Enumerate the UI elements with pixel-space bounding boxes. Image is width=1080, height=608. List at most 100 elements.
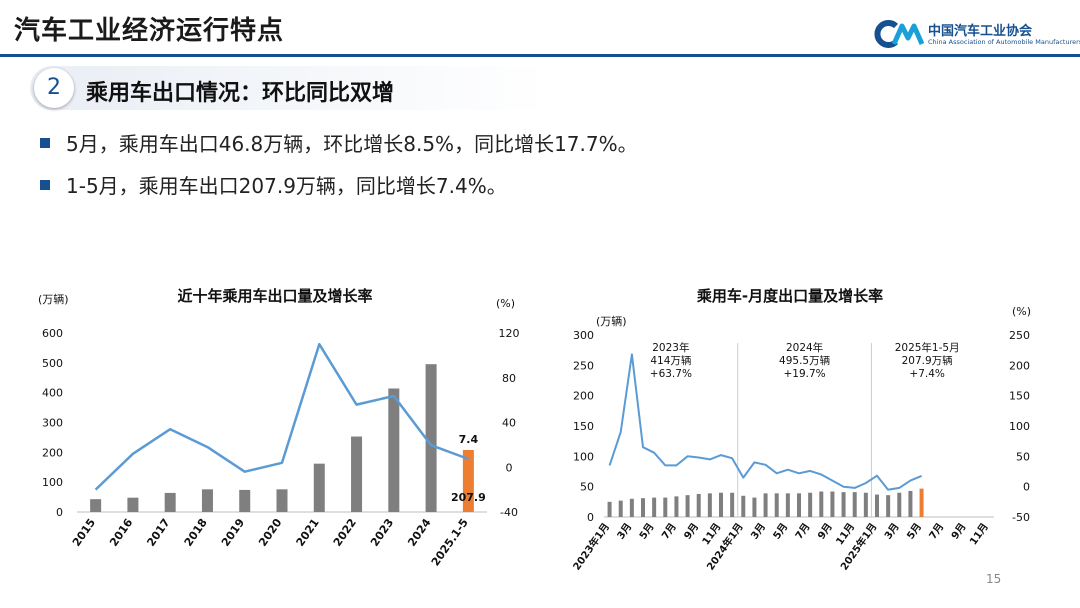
bar [908, 490, 913, 517]
bar [618, 500, 623, 517]
y-tick-label: 0 [587, 511, 594, 524]
y2-axis-label: (%) [496, 297, 515, 310]
bar [875, 494, 879, 517]
x-tick-label: 2022 [331, 516, 359, 549]
bar [785, 493, 790, 517]
caam-logo: 中国汽车工业协会 China Association of Automobile… [874, 18, 1080, 52]
bar [763, 493, 768, 517]
x-tick-label: 5月 [771, 521, 791, 542]
y-tick-label: 500 [42, 357, 63, 370]
bar [239, 489, 251, 512]
x-tick-label: 7月 [659, 521, 679, 542]
x-tick-label: 2024 [405, 516, 433, 549]
monthly-export-chart: 乘用车-月度出口量及增长率 (万辆) (%) 0 50 100 150 200 250 30… [570, 287, 1031, 573]
x-tick-label: 3月 [748, 521, 768, 542]
y-tick-label: 0 [56, 506, 63, 519]
bar [774, 493, 779, 517]
annotation-text: +19.7% [783, 368, 825, 380]
y2-tick-label: 250 [1009, 329, 1030, 342]
bar [696, 493, 701, 517]
x-tick-label: 11月 [700, 521, 724, 547]
y-tick-label: 200 [42, 446, 63, 459]
bullet-item: 5月，乘用车出口46.8万辆，环比增长8.5%，同比增长17.7%。 [40, 128, 638, 157]
x-tick-label: 2019 [219, 516, 247, 549]
y-tick-label: 300 [573, 329, 594, 342]
bar [863, 492, 868, 517]
x-tick-label: 2016 [107, 516, 135, 549]
bar [830, 491, 835, 517]
bar [674, 496, 679, 517]
bar [752, 497, 757, 517]
annotation-text: +7.4% [909, 368, 944, 380]
data-label: 207.9 [451, 491, 486, 504]
bar [719, 492, 723, 517]
y2-axis-label: (%) [1012, 305, 1031, 318]
annual-export-chart: 近十年乘用车出口量及增长率 (万辆) (%) 01002003004005006… [38, 287, 520, 569]
bar [663, 497, 668, 517]
header-divider [0, 54, 1080, 57]
annotation-text: 495.5万辆 [779, 354, 830, 367]
y2-tick-label: 0 [506, 461, 513, 474]
y-axis-label: (万辆) [38, 292, 69, 306]
x-tick-label: 2015 [70, 516, 98, 549]
x-tick-label: 2020 [256, 516, 284, 549]
x-tick-label: 2021 [294, 516, 322, 549]
x-tick-label: 2017 [144, 516, 172, 549]
section-pill [30, 66, 550, 110]
y2-tick-label: 40 [502, 417, 516, 430]
y-axis-label: (万辆) [596, 314, 627, 328]
y-tick-label: 600 [42, 327, 63, 340]
x-tick-label: 7月 [927, 521, 947, 542]
bullet-item: 1-5月，乘用车出口207.9万辆，同比增长7.4%。 [40, 170, 507, 199]
bar [841, 492, 846, 517]
y-tick-label: 250 [573, 359, 594, 372]
y2-tick-label: 120 [499, 327, 520, 340]
bullet-text: 1-5月，乘用车出口207.9万辆，同比增长7.4%。 [66, 174, 507, 198]
y-tick-label: 300 [42, 417, 63, 430]
page-number: 15 [986, 572, 1002, 586]
x-tick-label: 2023年1月 [570, 520, 612, 572]
bar [90, 499, 102, 512]
bar [741, 495, 746, 517]
bar [730, 492, 735, 517]
x-tick-label: 3月 [882, 521, 902, 542]
y2-tick-label: 0 [1023, 481, 1030, 494]
bar [351, 436, 363, 512]
y-tick-label: 200 [573, 390, 594, 403]
x-tick-label: 5月 [904, 521, 924, 542]
slide-title: 汽车工业经济运行特点 [14, 16, 285, 46]
x-tick-label: 11月 [834, 521, 858, 547]
bar [652, 497, 657, 517]
bullet-square-icon [40, 180, 50, 190]
slide-header: 汽车工业经济运行特点 中国汽车工业协会 China Association of… [0, 0, 1080, 57]
bar [164, 492, 176, 512]
bar [819, 491, 824, 517]
x-tick-label: 9月 [949, 521, 969, 542]
growth-rate-line [94, 342, 469, 491]
y2-tick-label: 50 [1016, 450, 1030, 463]
section-number: 2 [34, 68, 74, 108]
annotation-text: 2023年 [652, 341, 689, 354]
y2-tick-label: 100 [1009, 420, 1030, 433]
bar [685, 495, 690, 517]
y-tick-label: 400 [42, 387, 63, 400]
annotation-text: 2025年1-5月 [895, 341, 960, 354]
bar [707, 493, 712, 517]
y-tick-label: 100 [573, 450, 594, 463]
chart-title: 乘用车-月度出口量及增长率 [696, 287, 883, 305]
bar [127, 497, 139, 512]
x-tick-label: 2023 [368, 516, 396, 549]
y-tick-label: 50 [580, 481, 594, 494]
bullet-square-icon [40, 138, 50, 148]
x-tick-label: 3月 [615, 521, 635, 542]
x-tick-label: 9月 [815, 521, 835, 542]
growth-rate-line [608, 353, 922, 491]
bar [388, 388, 400, 512]
data-label: 7.4 [459, 433, 479, 446]
x-tick-label: 5月 [637, 521, 657, 542]
annotation-text: 207.9万辆 [902, 354, 953, 367]
bar [886, 495, 891, 517]
x-tick-label: 7月 [793, 521, 813, 542]
bar [425, 364, 437, 512]
bar [607, 501, 612, 517]
